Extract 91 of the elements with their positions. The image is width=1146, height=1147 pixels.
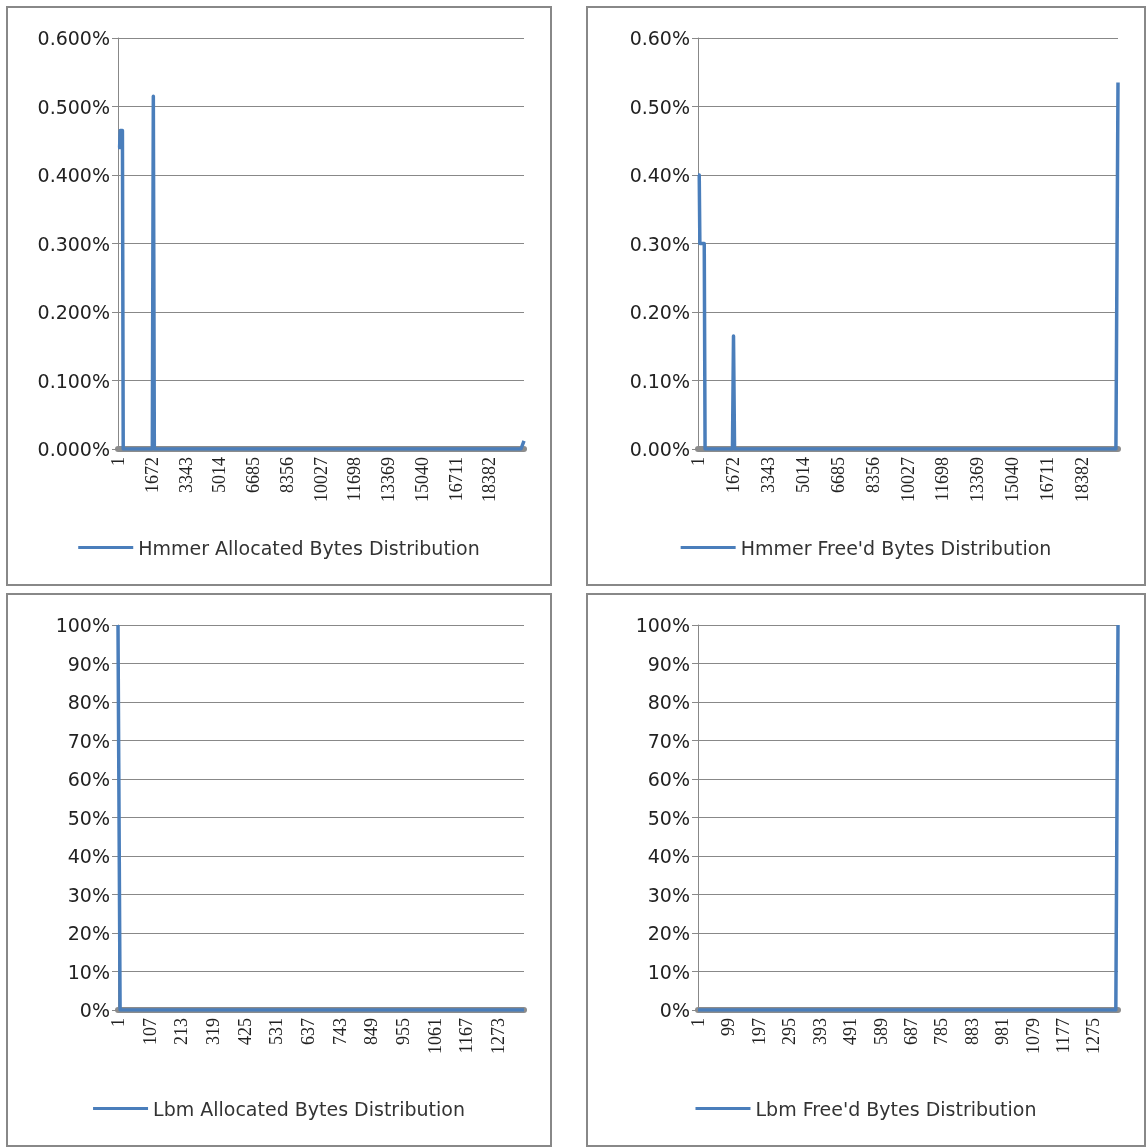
x-tick-label: 425 bbox=[234, 1018, 255, 1045]
y-tick-label: 60% bbox=[647, 768, 690, 790]
x-tick-label: 785 bbox=[931, 1018, 952, 1045]
legend-label: Hmmer Free'd Bytes Distribution bbox=[740, 536, 1052, 559]
y-tick-label: 20% bbox=[647, 922, 690, 944]
x-tick-label: 8356 bbox=[862, 457, 883, 493]
y-tick-label: 50% bbox=[67, 806, 110, 829]
x-tick-label: 10027 bbox=[897, 457, 918, 502]
x-tick-label: 15040 bbox=[411, 457, 432, 502]
x-tick-label: 849 bbox=[361, 1018, 382, 1045]
y-tick-label: 0.400% bbox=[37, 164, 110, 186]
y-tick-label: 0.00% bbox=[629, 438, 690, 460]
y-tick-label: 0.50% bbox=[629, 95, 690, 118]
y-tick-label: 80% bbox=[647, 691, 690, 713]
y-tick-label: 0.10% bbox=[629, 369, 690, 392]
x-tick-label: 6685 bbox=[827, 457, 848, 493]
y-tick-label: 70% bbox=[67, 729, 110, 752]
x-tick-label: 981 bbox=[992, 1018, 1013, 1045]
y-tick-label: 0.30% bbox=[629, 232, 690, 255]
x-tick-label: 1 bbox=[108, 457, 128, 466]
y-tick-label: 40% bbox=[67, 845, 110, 867]
y-tick-label: 0% bbox=[659, 999, 690, 1021]
x-tick-label: 5014 bbox=[209, 457, 230, 493]
y-tick-label: 100% bbox=[635, 614, 690, 636]
x-tick-label: 531 bbox=[266, 1018, 287, 1045]
x-tick-label: 393 bbox=[809, 1018, 830, 1045]
x-tick-label: 1167 bbox=[456, 1018, 477, 1054]
x-tick-label: 197 bbox=[748, 1018, 769, 1045]
x-tick-label: 1177 bbox=[1053, 1018, 1074, 1054]
x-tick-label: 18382 bbox=[479, 457, 500, 502]
x-tick-label: 107 bbox=[139, 1018, 160, 1045]
y-tick-label: 20% bbox=[67, 922, 110, 944]
x-tick-label: 1 bbox=[108, 1018, 128, 1027]
x-tick-label: 883 bbox=[961, 1018, 982, 1045]
x-tick-label: 16711 bbox=[1037, 457, 1058, 502]
x-tick-label: 1672 bbox=[722, 457, 743, 493]
x-tick-label: 1 bbox=[688, 1018, 708, 1027]
x-tick-label: 8356 bbox=[276, 457, 297, 493]
x-tick-label: 18382 bbox=[1072, 457, 1093, 502]
x-tick-label: 589 bbox=[870, 1018, 891, 1045]
x-tick-label: 99 bbox=[718, 1018, 739, 1036]
y-tick-label: 90% bbox=[647, 652, 690, 675]
y-tick-label: 80% bbox=[67, 691, 110, 713]
y-tick-label: 0.100% bbox=[37, 369, 110, 392]
y-tick-label: 0% bbox=[79, 999, 110, 1021]
x-tick-label: 11698 bbox=[344, 457, 365, 502]
y-tick-label: 90% bbox=[67, 652, 110, 675]
x-tick-label: 11698 bbox=[932, 457, 953, 502]
legend-label: Lbm Free'd Bytes Distribution bbox=[755, 1097, 1037, 1120]
x-tick-label: 1672 bbox=[141, 457, 162, 493]
legend-label: Lbm Allocated Bytes Distribution bbox=[153, 1097, 465, 1120]
y-tick-label: 0.200% bbox=[37, 301, 110, 323]
x-tick-label: 1 bbox=[688, 457, 708, 466]
x-tick-label: 13369 bbox=[378, 457, 399, 502]
x-tick-label: 491 bbox=[840, 1018, 861, 1045]
y-tick-label: 0.20% bbox=[629, 301, 690, 323]
x-tick-label: 687 bbox=[900, 1018, 921, 1045]
y-tick-label: 30% bbox=[647, 883, 690, 906]
x-tick-label: 5014 bbox=[792, 457, 813, 493]
x-tick-label: 15040 bbox=[1002, 457, 1023, 502]
x-tick-label: 3343 bbox=[757, 457, 778, 493]
y-tick-label: 30% bbox=[67, 883, 110, 906]
x-tick-label: 319 bbox=[203, 1018, 223, 1045]
y-tick-label: 10% bbox=[647, 960, 690, 983]
x-tick-label: 3343 bbox=[175, 457, 196, 493]
x-tick-label: 1273 bbox=[488, 1018, 509, 1054]
x-tick-label: 743 bbox=[329, 1018, 350, 1045]
y-tick-label: 40% bbox=[647, 845, 690, 867]
x-tick-label: 637 bbox=[298, 1018, 318, 1045]
x-tick-label: 955 bbox=[393, 1018, 414, 1045]
y-tick-label: 0.600% bbox=[37, 27, 110, 49]
x-tick-label: 10027 bbox=[310, 457, 331, 502]
y-tick-label: 0.000% bbox=[37, 438, 110, 460]
y-tick-label: 100% bbox=[55, 614, 110, 636]
legend-label: Hmmer Allocated Bytes Distribution bbox=[138, 536, 480, 559]
x-tick-label: 1061 bbox=[424, 1018, 445, 1054]
x-tick-label: 295 bbox=[779, 1018, 800, 1045]
y-tick-label: 70% bbox=[647, 729, 690, 752]
x-tick-label: 1275 bbox=[1083, 1018, 1104, 1054]
y-tick-label: 50% bbox=[647, 806, 690, 829]
y-tick-label: 10% bbox=[67, 960, 110, 983]
x-tick-label: 16711 bbox=[445, 457, 466, 502]
y-tick-label: 0.300% bbox=[37, 232, 110, 255]
x-tick-label: 6685 bbox=[243, 457, 264, 493]
y-tick-label: 0.500% bbox=[37, 95, 110, 118]
y-tick-label: 0.60% bbox=[629, 27, 690, 49]
y-tick-label: 60% bbox=[67, 768, 110, 790]
x-tick-label: 1079 bbox=[1022, 1018, 1043, 1054]
x-tick-label: 13369 bbox=[967, 457, 988, 502]
y-tick-label: 0.40% bbox=[629, 164, 690, 186]
x-tick-label: 213 bbox=[171, 1018, 192, 1045]
